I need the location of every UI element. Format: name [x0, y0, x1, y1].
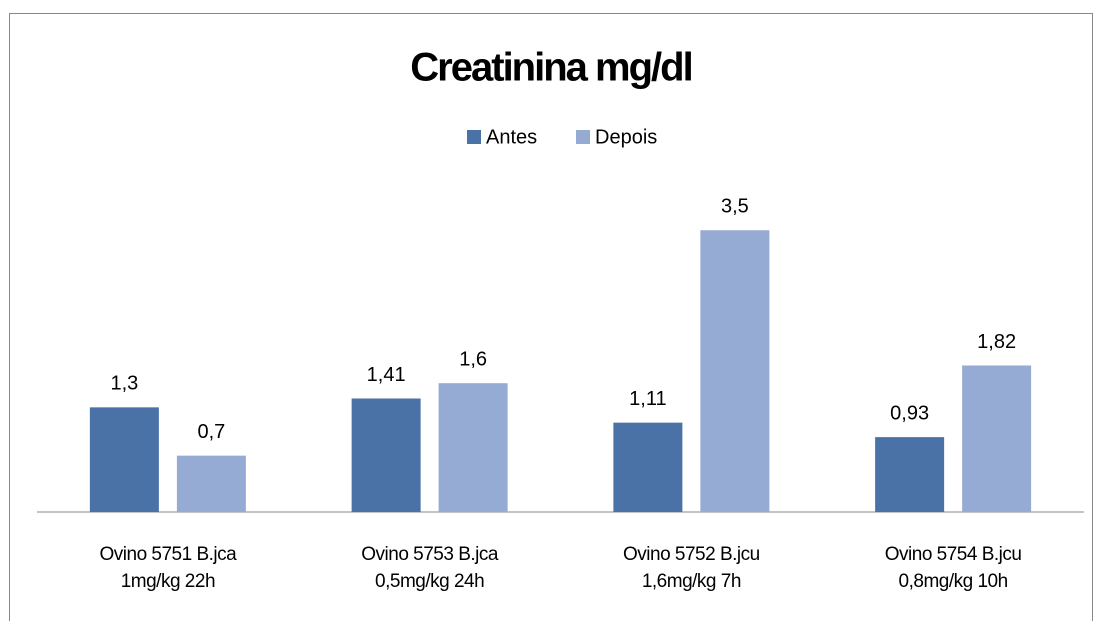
bar	[438, 383, 508, 512]
bar	[875, 437, 945, 512]
x-tick-label: 0,8mg/kg 10h	[899, 571, 1008, 592]
data-label: 1,41	[367, 364, 406, 386]
x-tick-label: Ovino 5752 B.jcu	[623, 544, 760, 565]
x-tick-label: Ovino 5753 B.jca	[361, 544, 499, 565]
bar	[613, 422, 683, 512]
legend-swatch	[467, 130, 481, 144]
data-label: 1,3	[110, 373, 138, 395]
legend-label: Antes	[486, 126, 537, 148]
bar	[700, 230, 770, 512]
x-tick-label: Ovino 5751 B.jca	[100, 544, 238, 565]
data-label: 1,11	[629, 388, 666, 410]
x-tick-label: 0,5mg/kg 24h	[375, 571, 484, 592]
legend-swatch	[576, 130, 590, 144]
bar	[89, 407, 159, 512]
x-tick-label: 1,6mg/kg 7h	[642, 571, 741, 592]
x-tick-label: Ovino 5754 B.jcu	[885, 544, 1022, 565]
x-tick-label: 1mg/kg 22h	[121, 571, 215, 592]
legend-label: Depois	[595, 126, 657, 148]
data-label: 1,6	[459, 348, 487, 370]
data-label: 0,93	[890, 402, 929, 424]
bar	[176, 455, 246, 512]
bar	[351, 398, 421, 512]
data-label: 3,5	[721, 196, 749, 218]
chart-title: Creatinina mg/dl	[410, 46, 691, 90]
data-label: 1,82	[977, 331, 1016, 353]
data-label: 0,7	[197, 421, 225, 443]
bar	[962, 365, 1032, 512]
chart-frame	[9, 13, 1093, 621]
